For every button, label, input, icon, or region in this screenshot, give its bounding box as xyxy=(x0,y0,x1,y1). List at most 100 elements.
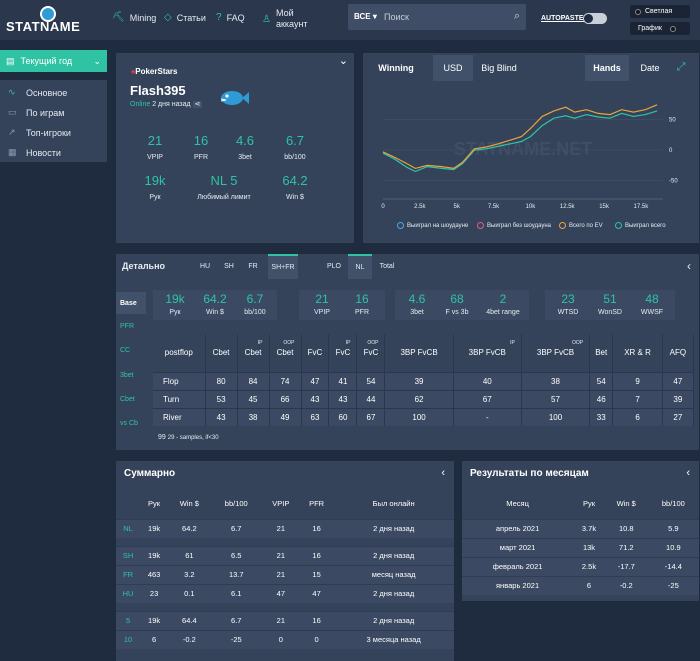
tab-hands[interactable]: Hands xyxy=(585,55,629,81)
table-cell[interactable]: 49 xyxy=(269,407,302,426)
chevron-left-icon[interactable]: ‹ xyxy=(441,467,445,479)
period-select[interactable]: ▤ Текущий год ⌄ xyxy=(0,50,107,72)
sidebar-item-main[interactable]: ∿ Основное xyxy=(8,87,67,98)
sidebar-item-label: Новости xyxy=(26,147,61,158)
left-tab-3bet[interactable]: 3bet xyxy=(120,372,134,379)
nav-articles[interactable]: ◇ Статьи xyxy=(164,12,206,23)
search-input[interactable] xyxy=(384,7,504,27)
theme-light-button[interactable]: Светлая xyxy=(630,5,690,18)
tab-fr[interactable]: FR xyxy=(248,263,258,270)
x-tick-label: 7.5k xyxy=(488,204,500,210)
tab-total[interactable]: Total xyxy=(379,263,395,270)
legend-total[interactable]: Выиграл всего xyxy=(615,222,666,229)
theme-graph-button[interactable]: График xyxy=(630,22,690,35)
table-row[interactable]: январь 2021 6 -0.2 -25 xyxy=(462,575,699,595)
tab-nl[interactable]: NL xyxy=(348,254,372,279)
nav-account[interactable]: ♙ Мой аккаунт xyxy=(262,8,322,30)
table-cell[interactable]: 44 xyxy=(356,389,386,408)
table-cell[interactable]: 43 xyxy=(301,389,330,408)
tab-plo[interactable]: PLO xyxy=(326,263,341,270)
table-cell[interactable]: 62 xyxy=(384,389,454,408)
table-cell[interactable]: 67 xyxy=(453,389,522,408)
table-cell[interactable]: 39 xyxy=(662,389,695,408)
table-row[interactable]: февраль 2021 2.5k -17.7 -14.4 xyxy=(462,556,699,576)
table-cell[interactable]: 47 xyxy=(301,371,330,390)
nav-faq[interactable]: ? FAQ xyxy=(216,12,245,23)
legend-showdown[interactable]: Выиграл на шоудауне xyxy=(397,222,468,229)
tab-winning[interactable]: Winning xyxy=(378,63,414,73)
left-tab-pfr[interactable]: PFR xyxy=(120,323,134,330)
left-tab-cbet[interactable]: Cbet xyxy=(120,396,135,403)
table-cell[interactable]: 57 xyxy=(521,389,591,408)
tab-date[interactable]: Date xyxy=(640,63,660,73)
table-cell[interactable]: 60 xyxy=(328,407,358,426)
table-row[interactable]: NL 19k 64.2 6.7 21 16 2 дня назад xyxy=(116,518,454,538)
nav-mining[interactable]: ⛏ Mining xyxy=(112,12,156,23)
table-row[interactable]: апрель 2021 3.7k 10.8 5.9 xyxy=(462,518,699,538)
table-row[interactable]: HU 23 0.1 6.1 47 47 2 дня назад xyxy=(116,583,454,603)
postflop-header: XR & R xyxy=(612,334,663,372)
search-scope-select[interactable]: ВСЕ ▾ xyxy=(354,12,377,21)
table-row[interactable]: март 2021 13k 71.2 10.9 xyxy=(462,537,699,557)
chevron-left-icon[interactable]: ‹ xyxy=(686,467,690,479)
table-cell[interactable]: 100 xyxy=(521,407,591,426)
table-cell[interactable]: 53 xyxy=(205,389,238,408)
table-cell[interactable]: 45 xyxy=(237,389,270,408)
table-cell[interactable]: 66 xyxy=(269,389,302,408)
row-key: 10 xyxy=(116,629,141,649)
table-cell[interactable]: 84 xyxy=(237,371,270,390)
table-cell[interactable]: 63 xyxy=(301,407,330,426)
table-row[interactable]: SH 19k 61 6.5 21 16 2 дня назад xyxy=(116,545,454,565)
table-cell[interactable]: 6 xyxy=(612,407,663,426)
table-cell[interactable]: 80 xyxy=(205,371,238,390)
sidebar-item-top[interactable]: ↗ Топ-игроки xyxy=(8,127,71,138)
stat-bb100-value: 6.7 xyxy=(285,133,305,148)
legend-non-showdown[interactable]: Выиграл без шоудауна xyxy=(477,222,551,229)
table-row[interactable]: FR 463 3.2 13.7 21 15 месяц назад xyxy=(116,564,454,584)
table-cell[interactable]: 7 xyxy=(612,389,663,408)
table-cell[interactable]: 74 xyxy=(269,371,302,390)
table-cell[interactable]: 33 xyxy=(589,407,614,426)
table-cell[interactable]: 38 xyxy=(237,407,270,426)
table-cell[interactable]: 46 xyxy=(589,389,614,408)
table-row[interactable]: 10 6 -0.2 -25 0 0 3 месяца назад xyxy=(116,629,454,649)
table-cell[interactable]: 40 xyxy=(453,371,522,390)
autopaste-toggle[interactable] xyxy=(583,13,607,24)
tab-usd[interactable]: USD xyxy=(433,55,473,81)
tab-sh-fr[interactable]: SH+FR xyxy=(268,254,298,279)
left-tab-base[interactable]: Base xyxy=(116,292,146,314)
table-cell[interactable]: 47 xyxy=(662,371,695,390)
table-cell: 6.5 xyxy=(210,545,262,565)
share-icon[interactable]: ⋖ xyxy=(192,101,203,108)
table-cell[interactable]: - xyxy=(453,407,522,426)
left-tab-cc[interactable]: CC xyxy=(120,347,131,354)
chevron-down-icon[interactable]: ⌄ xyxy=(338,55,348,67)
table-cell[interactable]: 100 xyxy=(384,407,454,426)
tab-big-blind[interactable]: Big Blind xyxy=(481,63,517,73)
sidebar-item-games[interactable]: ▭ По играм xyxy=(8,107,64,118)
table-cell[interactable]: 43 xyxy=(328,389,358,408)
table-cell[interactable]: 43 xyxy=(205,407,238,426)
logo[interactable]: STATNAME xyxy=(6,6,96,36)
table-cell[interactable]: 9 xyxy=(612,371,663,390)
stat-box-preflop: 21 VPIP 16 PFR xyxy=(299,290,385,320)
table-cell[interactable]: 38 xyxy=(521,371,591,390)
postflop-header: postflop xyxy=(153,334,206,372)
chevron-left-icon[interactable]: ‹ xyxy=(687,259,691,273)
tab-sh[interactable]: SH xyxy=(224,263,234,270)
table-cell[interactable]: 39 xyxy=(384,371,454,390)
table-row[interactable]: 5 19k 64.4 6.7 21 16 2 дня назад xyxy=(116,610,454,630)
expand-icon[interactable]: ⤢ xyxy=(676,60,686,73)
table-cell[interactable]: 54 xyxy=(589,371,614,390)
legend-ev[interactable]: Всего по EV xyxy=(559,222,603,229)
table-cell: 16 xyxy=(299,518,334,538)
table-cell[interactable]: 41 xyxy=(328,371,358,390)
table-cell[interactable]: 27 xyxy=(662,407,695,426)
row-key: SH xyxy=(116,545,141,565)
left-tab-vs-cb[interactable]: vs Cb xyxy=(120,420,138,427)
search-icon[interactable]: ⌕ xyxy=(513,10,520,22)
table-cell[interactable]: 67 xyxy=(356,407,386,426)
table-cell[interactable]: 54 xyxy=(356,371,386,390)
sidebar-item-news[interactable]: ▦ Новости xyxy=(8,147,61,158)
tab-hu[interactable]: HU xyxy=(199,263,211,270)
